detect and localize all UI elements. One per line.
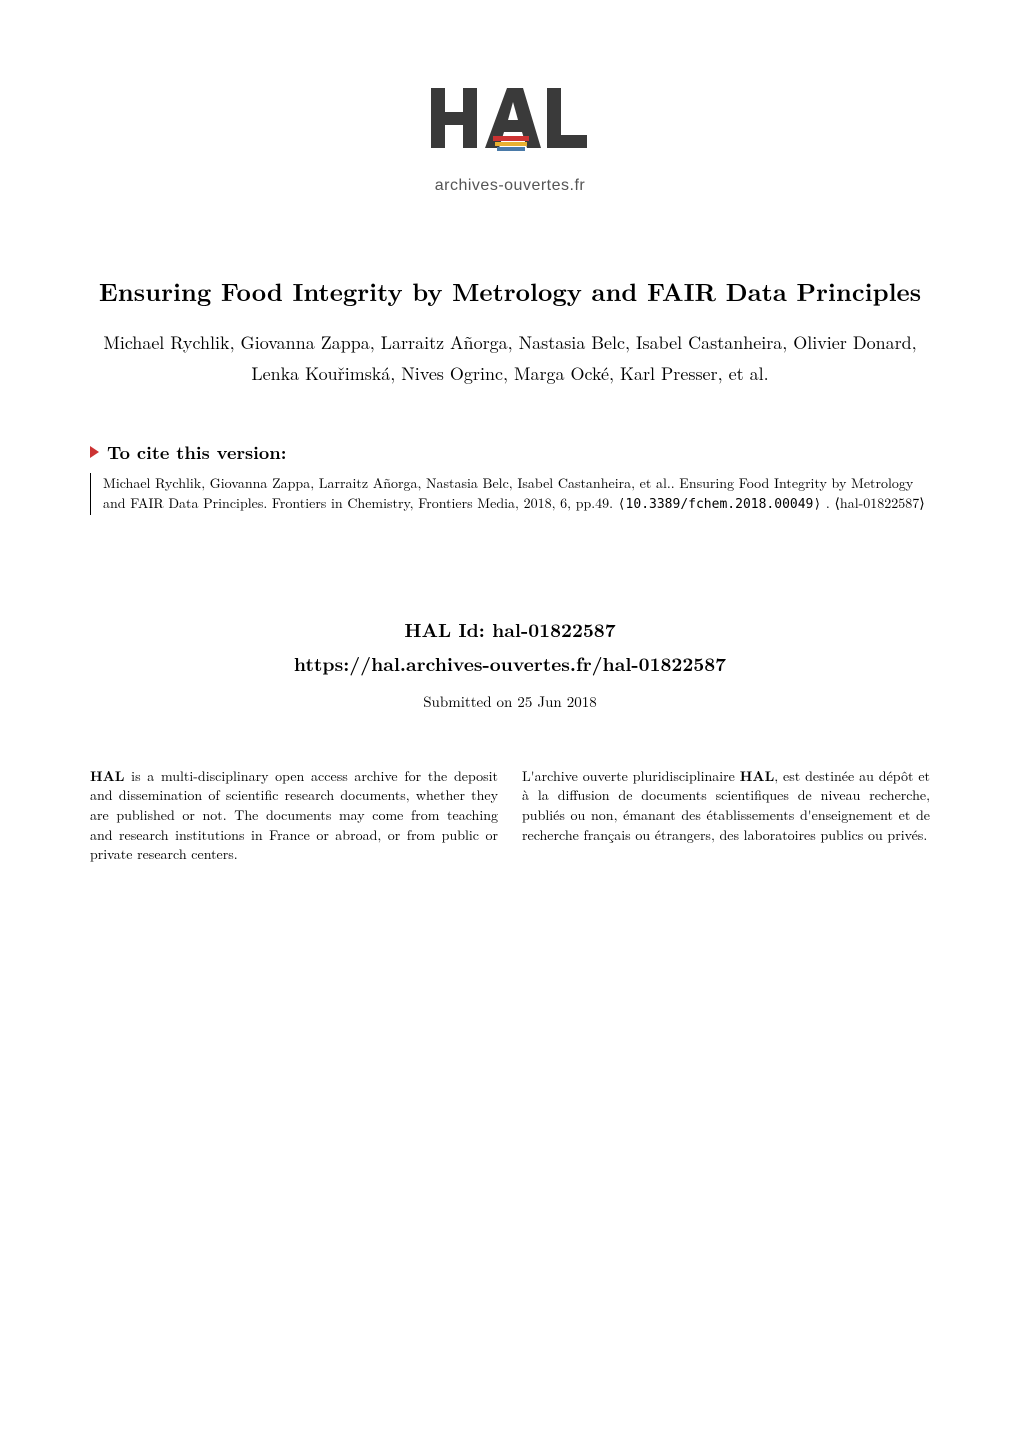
- description-right-prefix: L'archive ouverte pluridisciplinaire: [522, 766, 740, 786]
- cite-doi: ⟨10.3389/fchem.2018.00049⟩: [618, 497, 822, 512]
- description-left: HAL is a multi-disciplinary open access …: [90, 767, 498, 865]
- cite-header-text: To cite this version:: [107, 440, 287, 465]
- hal-id: HAL Id: hal-01822587: [90, 615, 930, 643]
- hal-id-section: HAL Id: hal-01822587 https://hal.archive…: [90, 615, 930, 712]
- cite-section: To cite this version: Michael Rychlik, G…: [90, 440, 930, 515]
- paper-title: Ensuring Food Integrity by Metrology and…: [90, 275, 930, 309]
- hal-submitted: Submitted on 25 Jun 2018: [90, 691, 930, 712]
- description-columns: HAL is a multi-disciplinary open access …: [90, 767, 930, 865]
- hal-url: https://hal.archives-ouvertes.fr/hal-018…: [90, 649, 930, 677]
- hal-logo-block: archives-ouvertes.fr: [90, 80, 930, 195]
- description-right: L'archive ouverte pluridisciplinaire HAL…: [522, 767, 930, 865]
- hal-bold-right: HAL: [740, 766, 774, 786]
- triangle-icon: [90, 446, 99, 458]
- cite-body: Michael Rychlik, Giovanna Zappa, Larrait…: [90, 473, 930, 515]
- hal-logo-icon: [425, 80, 595, 170]
- description-left-text: is a multi-disciplinary open access arch…: [90, 766, 498, 864]
- cite-header: To cite this version:: [90, 440, 930, 465]
- paper-authors: Michael Rychlik, Giovanna Zappa, Larrait…: [90, 327, 930, 390]
- hal-bold-left: HAL: [90, 766, 124, 786]
- footer-spacer: [90, 865, 930, 885]
- logo-subtext: archives-ouvertes.fr: [90, 177, 930, 195]
- cite-halref: . ⟨hal-01822587⟩: [826, 493, 925, 513]
